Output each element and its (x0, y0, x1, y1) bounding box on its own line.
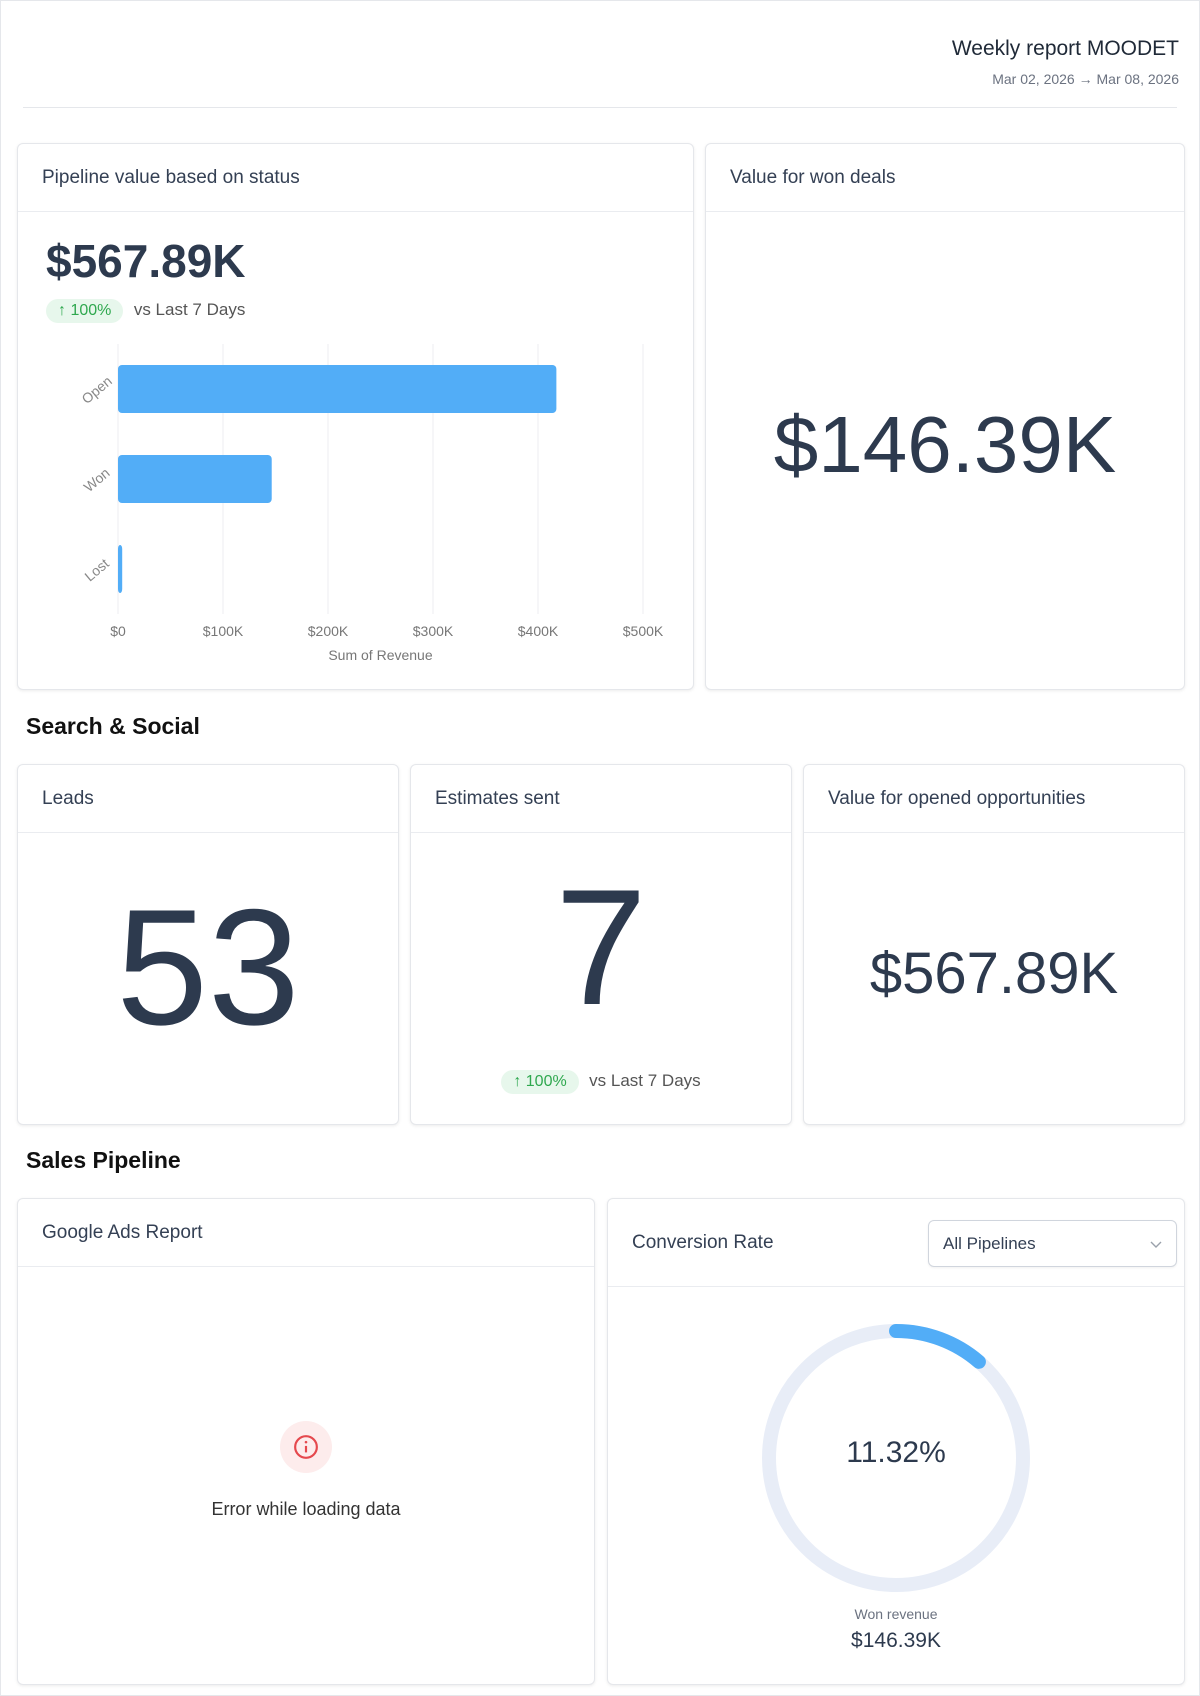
x-tick-label: $200K (308, 623, 349, 639)
x-tick-label: $400K (518, 623, 559, 639)
report-header: Weekly report MOODET Mar 02, 2026 → Mar … (952, 37, 1179, 87)
won-revenue-label: Won revenue (854, 1606, 938, 1622)
conversion-donut (762, 1324, 1030, 1592)
leads-value: 53 (116, 875, 300, 1059)
card-title: Leads (18, 765, 398, 833)
y-tick-label: Won (81, 464, 113, 495)
change-badge: ↑ 100% (501, 1070, 579, 1094)
card-title: Conversion Rate (608, 1199, 1184, 1287)
pipeline-value: $567.89K (46, 235, 246, 287)
card-title: Value for opened opportunities (804, 765, 1184, 833)
x-axis-label: Sum of Revenue (328, 647, 432, 663)
change-badge: ↑ 100% (46, 299, 124, 323)
bar-won (118, 455, 272, 503)
card-title: Pipeline value based on status (18, 144, 693, 212)
x-tick-label: $0 (110, 623, 126, 639)
bar-chart: $0 $100K $200K $300K $400K $500K Open Won Lost Su… (78, 344, 664, 663)
pipeline-select-value: All Pipelines (943, 1233, 1036, 1253)
card-title: Google Ads Report (18, 1199, 594, 1267)
y-tick-label: Lost (81, 555, 112, 584)
card-title: Value for won deals (706, 144, 1184, 212)
error-icon (280, 1421, 332, 1473)
estimates-card: Estimates sent 7 ↑ 100% vs Last 7 Days (410, 764, 792, 1125)
donut-progress-arc (762, 1324, 1030, 1592)
bar-lost (118, 545, 123, 593)
won-revenue-value: $146.39K (851, 1629, 941, 1652)
estimates-value: 7 (555, 855, 647, 1039)
google-ads-card: Google Ads Report Error while loading da… (17, 1198, 595, 1685)
x-tick-label: $300K (413, 623, 454, 639)
pipeline-select[interactable]: All Pipelines (928, 1220, 1177, 1267)
won-deals-value: $146.39K (773, 400, 1117, 489)
header-divider (23, 107, 1177, 108)
x-tick-label: $500K (623, 623, 664, 639)
bar-open (118, 365, 557, 413)
chevron-down-icon (1150, 1234, 1162, 1254)
change-label: vs Last 7 Days (133, 300, 246, 319)
y-tick-label: Open (78, 373, 115, 407)
error-message: Error while loading data (211, 1499, 401, 1519)
leads-card: Leads 53 (17, 764, 399, 1125)
card-title: Estimates sent (411, 765, 791, 833)
opened-value: $567.89K (869, 941, 1119, 1006)
pipeline-value-card: Pipeline value based on status $567.89K … (17, 143, 694, 690)
section-search-social: Search & Social (26, 713, 200, 739)
change-label: vs Last 7 Days (589, 1071, 701, 1090)
conversion-percent: 11.32% (846, 1436, 946, 1469)
section-sales-pipeline: Sales Pipeline (26, 1147, 181, 1173)
x-tick-label: $100K (203, 623, 244, 639)
report-title: Weekly report MOODET (951, 37, 1179, 60)
won-deals-card: Value for won deals $146.39K (705, 143, 1185, 690)
date-range: Mar 02, 2026 → Mar 08, 2026 (992, 71, 1179, 87)
conversion-rate-card: Conversion Rate All Pipelines 11.32% Won… (607, 1198, 1185, 1685)
opened-opportunities-card: Value for opened opportunities $567.89K (803, 764, 1185, 1125)
